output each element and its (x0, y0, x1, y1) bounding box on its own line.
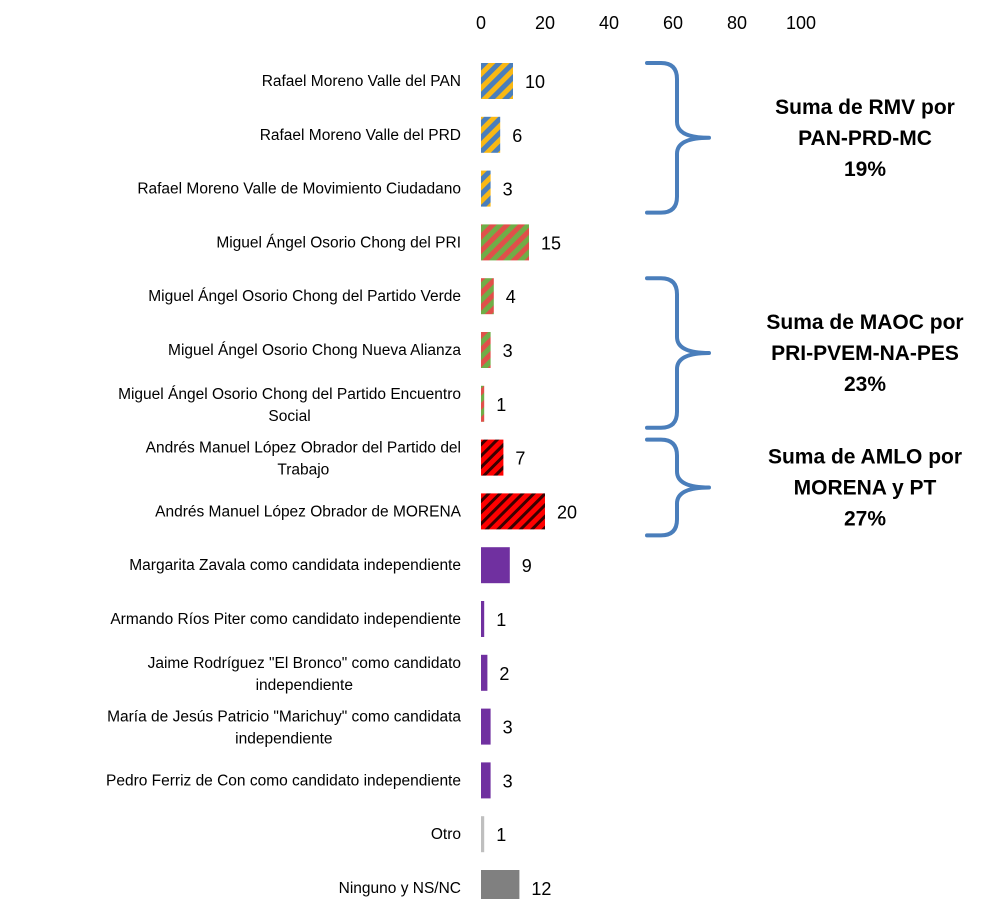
bar (481, 116, 501, 153)
x-tick-label: 20 (535, 13, 555, 33)
category-label: Rafael Moreno Valle del PAN (262, 73, 461, 90)
value-label: 2 (499, 664, 509, 684)
x-tick-label: 40 (599, 13, 619, 33)
value-label: 1 (496, 610, 506, 630)
x-tick-label: 60 (663, 13, 683, 33)
bar (481, 870, 520, 899)
category-label: Miguel Ángel Osorio Chong Nueva Alianza (168, 342, 461, 359)
category-label: Ninguno y NS/NC (339, 880, 461, 897)
category-labels: Rafael Moreno Valle del PAN Rafael Moreno… (106, 73, 462, 897)
value-label: 4 (506, 287, 516, 307)
bar (481, 332, 491, 368)
category-label: Rafael Moreno Valle de Movimiento Ciudad… (137, 181, 461, 198)
bar (481, 439, 504, 476)
value-label: 20 (557, 502, 577, 522)
value-label: 7 (515, 449, 525, 469)
value-label: 9 (522, 556, 532, 576)
bar (481, 278, 494, 315)
group-annotation-label: Suma de RMV por PAN-PRD-MC 19% (775, 96, 955, 181)
x-tick-label: 100 (786, 13, 816, 33)
value-label: 12 (531, 879, 551, 899)
category-label: Pedro Ferriz de Con como candidato indep… (106, 772, 461, 789)
x-tick-label: 80 (727, 13, 747, 33)
value-label: 3 (503, 180, 513, 200)
bar (481, 547, 510, 584)
x-axis-ticks: 0 20 40 60 80 100 (476, 13, 816, 33)
value-label: 10 (525, 72, 545, 92)
x-tick-label: 0 (476, 13, 486, 33)
category-label: María de Jesús Patricio "Marichuy" como … (107, 709, 461, 748)
value-label: 1 (496, 825, 506, 845)
category-label: Andrés Manuel López Obrador del Partido … (146, 440, 461, 479)
category-label: Rafael Moreno Valle del PRD (260, 127, 461, 144)
group-annotations: Suma de RMV por PAN-PRD-MC 19% Suma de MAOC… (645, 61, 964, 538)
category-label: Andrés Manuel López Obrador de MORENA (155, 503, 462, 520)
bar (481, 493, 545, 530)
value-label: 15 (541, 233, 561, 253)
value-label: 6 (512, 126, 522, 146)
value-label: 3 (503, 718, 513, 738)
bar (481, 601, 485, 637)
value-label: 3 (503, 771, 513, 791)
bar (481, 816, 485, 853)
bar (481, 762, 491, 799)
bar (481, 385, 485, 422)
category-label: Armando Ríos Piter como candidato indepe… (110, 611, 461, 628)
value-label: 1 (496, 395, 506, 415)
category-label: Miguel Ángel Osorio Chong del PRI (216, 234, 461, 251)
bar (481, 63, 513, 99)
bars (481, 63, 545, 899)
group-brace (645, 276, 711, 430)
category-label: Miguel Ángel Osorio Chong del Partido En… (118, 386, 461, 425)
category-label: Otro (431, 826, 461, 843)
value-label: 3 (503, 341, 513, 361)
bar (481, 654, 488, 691)
group-annotation-label: Suma de MAOC por PRI-PVEM-NA-PES 23% (766, 311, 963, 396)
group-brace (645, 437, 711, 538)
group-brace (645, 61, 711, 215)
bar (481, 224, 529, 261)
bar (481, 708, 491, 745)
group-annotation-label: Suma de AMLO por MORENA y PT 27% (768, 446, 962, 531)
bar (481, 170, 491, 207)
category-label: Margarita Zavala como candidata independ… (129, 557, 461, 574)
category-label: Jaime Rodríguez "El Bronco" como candida… (148, 655, 461, 694)
category-label: Miguel Ángel Osorio Chong del Partido Ve… (148, 288, 461, 305)
